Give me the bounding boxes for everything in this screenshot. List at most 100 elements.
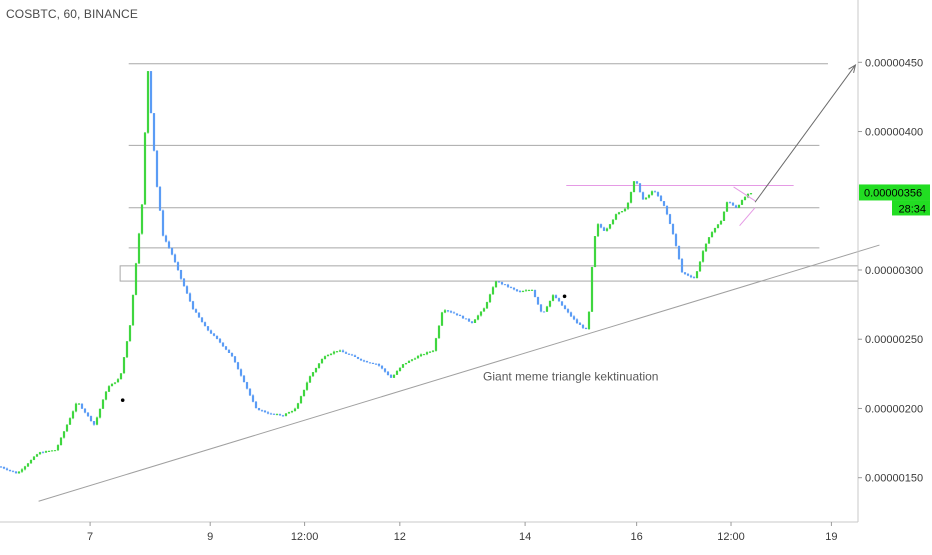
candle-body: [494, 281, 498, 288]
candle: [119, 373, 123, 380]
candle: [227, 349, 231, 354]
candle-body: [56, 445, 60, 451]
marker-dot-0: [120, 398, 125, 402]
candle: [368, 362, 372, 364]
candle-body: [302, 389, 306, 397]
candle-body: [236, 362, 240, 370]
candle: [617, 211, 621, 215]
candle-body: [449, 311, 453, 313]
candle: [302, 389, 306, 397]
candle-body: [170, 247, 174, 255]
candle: [56, 444, 60, 451]
candle: [155, 150, 159, 188]
candle-body: [20, 469, 24, 472]
candle: [290, 410, 294, 414]
candle-body: [491, 287, 495, 295]
candle: [341, 349, 345, 353]
candle-body: [287, 412, 291, 414]
candle: [68, 417, 72, 425]
candle: [536, 296, 540, 305]
candle: [455, 313, 459, 316]
candle-body: [689, 275, 693, 278]
candle: [464, 318, 468, 320]
candle-body: [317, 363, 321, 369]
candle-body: [578, 323, 582, 325]
candle-body: [8, 469, 12, 471]
candle: [548, 300, 552, 308]
candle-body: [725, 202, 729, 212]
x-tick-label: 9: [207, 531, 213, 543]
candle: [311, 371, 315, 377]
candle: [482, 307, 486, 312]
triangle-line-0: [733, 186, 756, 202]
candle-body: [518, 291, 522, 293]
candle-body: [278, 414, 282, 416]
candle: [179, 269, 183, 280]
candle: [314, 367, 318, 373]
candle-body: [431, 350, 435, 352]
candle: [554, 294, 558, 299]
candle-body: [35, 454, 39, 457]
candle: [98, 408, 102, 419]
candle: [74, 402, 78, 413]
candle-body: [239, 369, 243, 376]
candle-body: [671, 223, 675, 235]
candle-body: [455, 313, 459, 316]
candle: [395, 370, 399, 376]
candle-body: [221, 342, 225, 347]
candle-body: [26, 463, 30, 467]
y-tick-label: 0.00000150: [865, 473, 923, 485]
x-tick-label: 14: [519, 531, 531, 543]
candle-body: [395, 371, 399, 375]
candle-body: [665, 205, 669, 215]
candle-body: [704, 243, 708, 252]
candle: [725, 201, 729, 212]
candle-body: [179, 270, 183, 279]
ascending-trendline: [38, 244, 880, 502]
candle-body: [119, 373, 123, 380]
candle: [23, 465, 27, 471]
candle: [485, 301, 489, 309]
candle: [251, 394, 255, 403]
candle: [350, 353, 354, 356]
candle: [659, 194, 663, 202]
candle: [173, 253, 177, 263]
candle: [224, 345, 228, 351]
candle: [0, 466, 3, 468]
candle-body: [299, 396, 303, 404]
candle: [503, 284, 507, 286]
candle: [83, 408, 87, 414]
candle: [428, 351, 432, 354]
candle-body: [362, 360, 366, 362]
candle-body: [272, 413, 276, 415]
candle-body: [545, 306, 549, 312]
candle: [410, 358, 414, 362]
candle-body: [92, 421, 96, 425]
x-tick-label: 7: [87, 531, 93, 543]
candle: [128, 325, 132, 342]
candle: [440, 311, 444, 326]
candle-body: [332, 351, 336, 354]
candle-body: [194, 309, 198, 313]
candle-body: [152, 113, 156, 151]
candle-body: [728, 202, 732, 204]
candle-body: [509, 286, 513, 288]
candle: [374, 363, 378, 365]
candle: [335, 351, 339, 353]
candle: [653, 190, 657, 193]
candle-body: [11, 470, 15, 472]
candle: [77, 402, 81, 405]
candle-body: [470, 321, 474, 323]
candle-body: [308, 376, 312, 383]
candle-body: [656, 192, 660, 196]
candle-body: [734, 205, 738, 208]
candle: [494, 280, 498, 288]
candle: [413, 357, 417, 360]
y-tick-label: 0.00000250: [865, 334, 923, 346]
candle: [356, 356, 360, 360]
symbol-header: COSBTC, 60, BINANCE: [6, 7, 138, 21]
candle-body: [50, 450, 54, 452]
candle-body: [611, 219, 615, 225]
candle-body: [569, 312, 573, 317]
